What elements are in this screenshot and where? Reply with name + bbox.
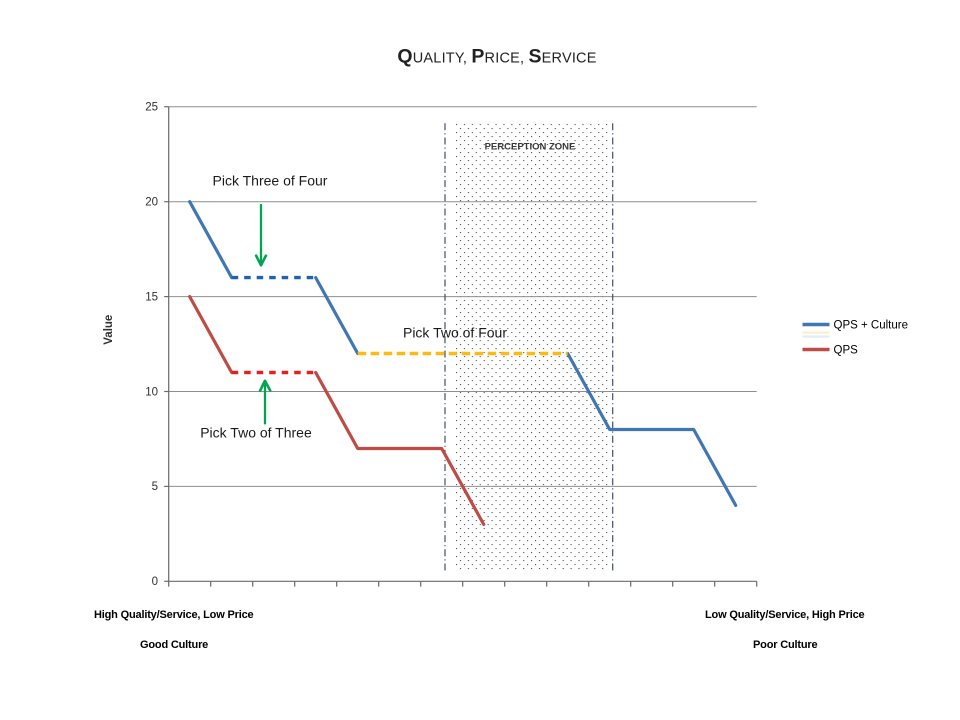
svg-text:High Quality/Service, Low Pric: High Quality/Service, Low Price — [94, 609, 254, 621]
svg-text:Pick Two of Three: Pick Two of Three — [200, 425, 312, 441]
svg-text:QUALITY, PRICE, SERVICE: QUALITY, PRICE, SERVICE — [397, 46, 596, 68]
svg-text:20: 20 — [145, 197, 158, 209]
svg-text:0: 0 — [152, 576, 158, 588]
svg-text:Poor Culture: Poor Culture — [753, 639, 818, 651]
svg-text:10: 10 — [145, 386, 158, 398]
svg-text:25: 25 — [145, 102, 158, 114]
svg-text:5: 5 — [152, 481, 158, 493]
svg-text:Pick Two of Four: Pick Two of Four — [403, 325, 507, 341]
svg-text:Low Quality/Service, High Pric: Low Quality/Service, High Price — [705, 609, 865, 621]
svg-text:QPS: QPS — [834, 345, 859, 357]
svg-text:15: 15 — [145, 291, 158, 303]
svg-text:QPS + Culture: QPS + Culture — [834, 320, 908, 332]
svg-text:Good Culture: Good Culture — [140, 639, 208, 651]
svg-text:PERCEPTION ZONE: PERCEPTION ZONE — [485, 142, 576, 153]
svg-text:Pick Three of Four: Pick Three of Four — [213, 173, 328, 189]
svg-text:Value: Value — [103, 315, 115, 345]
